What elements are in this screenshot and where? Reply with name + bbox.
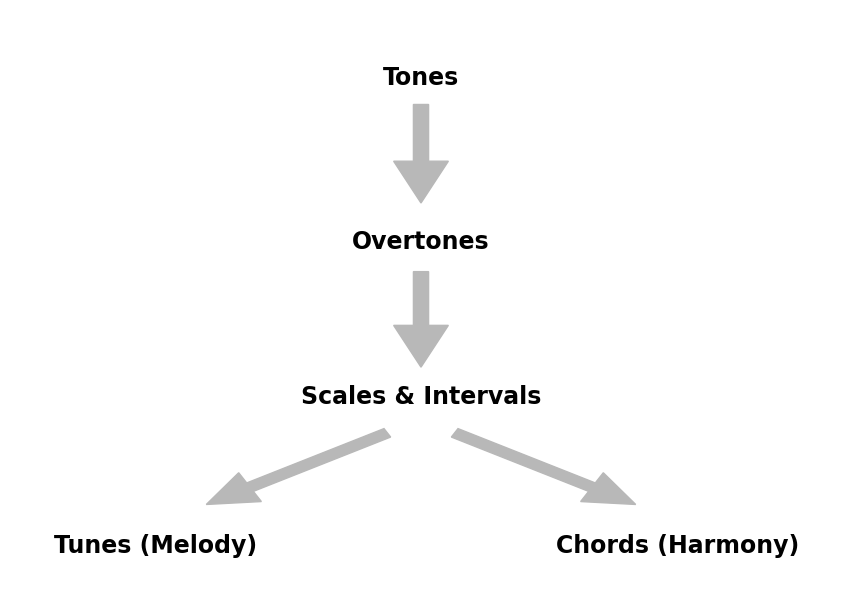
Text: Overtones: Overtones (352, 230, 490, 254)
FancyArrow shape (394, 272, 448, 367)
FancyArrow shape (394, 104, 448, 203)
Text: Tones: Tones (383, 66, 459, 90)
FancyArrow shape (206, 429, 391, 504)
FancyArrow shape (451, 429, 636, 504)
Text: Scales & Intervals: Scales & Intervals (301, 385, 541, 409)
Text: Chords (Harmony): Chords (Harmony) (557, 534, 799, 558)
Text: Tunes (Melody): Tunes (Melody) (54, 534, 258, 558)
